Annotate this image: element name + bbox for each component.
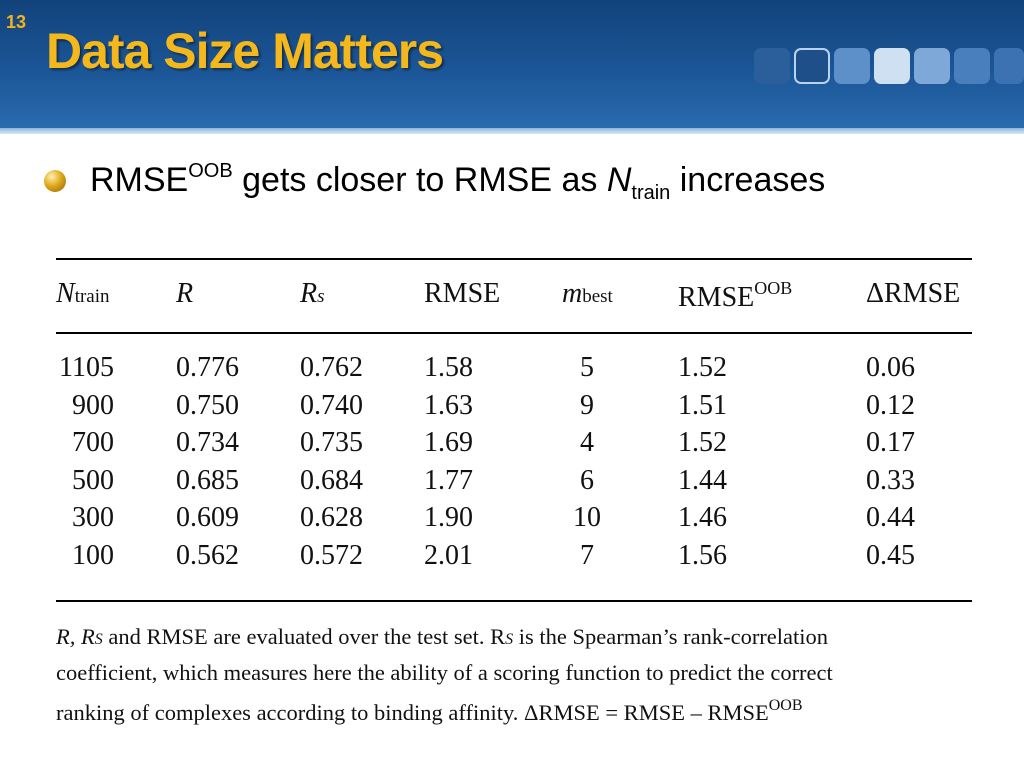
- cell-rs: 0.762: [300, 352, 363, 383]
- decor-square: [834, 48, 870, 84]
- decor-square: [754, 48, 790, 84]
- header-mbest-sub: best: [582, 286, 613, 307]
- header-rmse-oob-text: RMSE: [678, 282, 755, 313]
- bullet-end-text: increases: [670, 161, 826, 199]
- header-rs: Rs: [300, 278, 325, 310]
- cell-ntrain: 500: [72, 464, 114, 496]
- decor-square: [954, 48, 990, 84]
- table-bottom-rule: [56, 600, 972, 602]
- slide-header: 13 Data Size Matters: [0, 0, 1024, 128]
- cell-mbest: 9: [580, 389, 594, 421]
- bullet-text: RMSEOOB gets closer to RMSE as Ntrain in…: [90, 160, 825, 205]
- header-rs-sub: s: [317, 286, 325, 307]
- bullet-mid-text: gets closer to RMSE as: [232, 161, 607, 199]
- cell-delta-rmse: 0.45: [866, 540, 915, 571]
- bullet-train-sub: train: [631, 182, 671, 204]
- footnote-oob-sup: OOB: [768, 697, 803, 714]
- header-ntrain-sub: train: [74, 286, 110, 307]
- header-rmse: RMSE: [424, 278, 501, 309]
- header-rmse-oob-sup: OOB: [754, 278, 793, 298]
- cell-rmse: 1.58: [424, 352, 473, 383]
- cell-delta-rmse: 0.44: [866, 502, 915, 534]
- header-ntrain-n: N: [56, 278, 75, 309]
- cell-ntrain: 700: [72, 427, 114, 459]
- footnote-text-1b: and RMSE are evaluated over the test set…: [102, 624, 506, 649]
- cell-r: 0.750: [176, 389, 239, 421]
- cell-rmse-oob: 1.52: [678, 427, 727, 459]
- footnote-line-3: ranking of complexes according to bindin…: [56, 689, 976, 729]
- cell-rs: 0.740: [300, 389, 363, 421]
- cell-rmse-oob: 1.46: [678, 502, 727, 534]
- header-rmse-oob: RMSEOOB: [678, 278, 792, 314]
- cell-rs: 0.628: [300, 502, 363, 534]
- footnote-rs-sub-2: S: [505, 631, 514, 648]
- header-mbest: mbest: [562, 278, 613, 310]
- cell-delta-rmse: 0.33: [866, 464, 915, 496]
- header-ntrain: Ntrain: [56, 278, 110, 310]
- cell-r: 0.685: [176, 464, 239, 496]
- cell-mbest: 7: [580, 540, 594, 571]
- bullet-oob-sup: OOB: [188, 160, 233, 182]
- cell-ntrain: 300: [72, 502, 114, 534]
- table-header-rule: [56, 332, 972, 334]
- cell-mbest: 5: [580, 352, 594, 383]
- footnote-text-3: ranking of complexes according to bindin…: [56, 700, 769, 725]
- header-r-text: R: [176, 278, 194, 309]
- cell-rs: 0.684: [300, 464, 363, 496]
- cell-r: 0.776: [176, 352, 239, 383]
- cell-rmse: 1.77: [424, 464, 473, 496]
- footnote-line-2: coefficient, which measures here the abi…: [56, 660, 833, 685]
- cell-mbest: 10: [573, 502, 601, 534]
- cell-r: 0.609: [176, 502, 239, 534]
- decor-square: [874, 48, 910, 84]
- decor-square: [994, 48, 1024, 84]
- cell-rmse-oob: 1.51: [678, 389, 727, 421]
- cell-mbest: 6: [580, 464, 594, 496]
- bullet-n: N: [606, 161, 632, 199]
- cell-delta-rmse: 0.12: [866, 389, 915, 421]
- header-mbest-m: m: [562, 278, 583, 309]
- cell-ntrain: 1105: [59, 352, 114, 383]
- header-r: R: [176, 278, 193, 310]
- cell-rmse: 1.63: [424, 389, 473, 421]
- bullet-item: RMSEOOB gets closer to RMSE as Ntrain in…: [44, 160, 1004, 210]
- header-rs-r: R: [300, 278, 318, 309]
- cell-r: 0.734: [176, 427, 239, 459]
- header-delta-rmse: ΔRMSE: [866, 278, 961, 309]
- cell-rmse: 2.01: [424, 540, 473, 571]
- cell-ntrain: 100: [72, 540, 114, 571]
- cell-rs: 0.735: [300, 427, 363, 459]
- cell-mbest: 4: [580, 427, 594, 459]
- cell-rmse: 1.69: [424, 427, 473, 459]
- cell-rmse-oob: 1.44: [678, 464, 727, 496]
- cell-r: 0.562: [176, 540, 239, 571]
- table-footnote: R, RS and RMSE are evaluated over the te…: [56, 620, 976, 729]
- decor-square: [794, 48, 830, 84]
- header-divider: [0, 128, 1024, 134]
- table-top-rule: [56, 258, 972, 260]
- cell-ntrain: 900: [72, 389, 114, 421]
- slide-number: 13: [6, 12, 27, 32]
- cell-rmse-oob: 1.56: [678, 540, 727, 571]
- cell-rmse: 1.90: [424, 502, 473, 534]
- footnote-rs-sub: S: [94, 631, 103, 648]
- decor-square: [914, 48, 950, 84]
- cell-rmse-oob: 1.52: [678, 352, 727, 383]
- footnote-r: R, R: [56, 624, 95, 649]
- footnote-text-1c: is the Spearman’s rank-correlation: [513, 624, 829, 649]
- bullet-dot-icon: [44, 170, 66, 192]
- cell-delta-rmse: 0.17: [866, 427, 915, 459]
- footnote-line-1: R, RS and RMSE are evaluated over the te…: [56, 620, 976, 656]
- decorative-squares: [754, 48, 1024, 84]
- bullet-rmse: RMSE: [90, 161, 189, 199]
- cell-delta-rmse: 0.06: [866, 352, 915, 383]
- slide-title: Data Size Matters: [46, 23, 444, 79]
- cell-rs: 0.572: [300, 540, 363, 571]
